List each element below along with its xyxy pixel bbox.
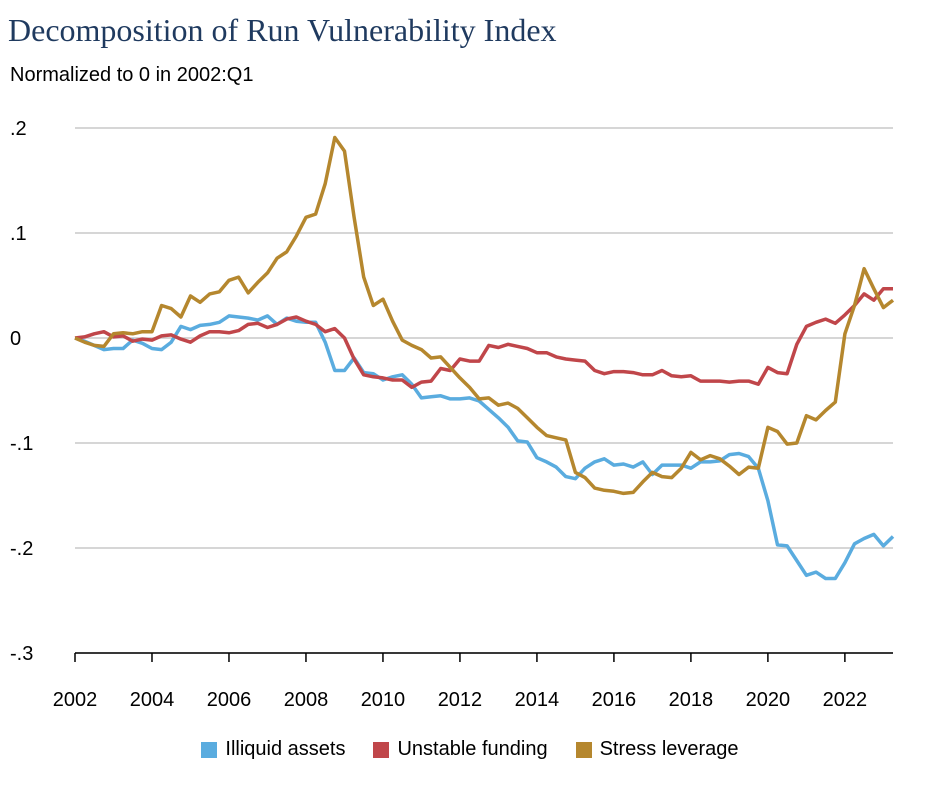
y-tick-label: -.3 — [10, 643, 33, 665]
series-lines — [74, 135, 895, 581]
x-tick-label: 2006 — [207, 689, 252, 711]
y-tick-label: -.2 — [10, 538, 33, 560]
x-tick-label: 2018 — [669, 689, 714, 711]
gridlines — [75, 127, 893, 654]
x-tick-label: 2016 — [592, 689, 637, 711]
legend-swatch — [373, 741, 390, 758]
series-line-stress-leverage — [74, 135, 895, 496]
x-tick-label: 2012 — [438, 689, 483, 711]
legend-swatch — [575, 741, 592, 758]
x-tick-label: 2010 — [361, 689, 406, 711]
series-line-unstable-funding — [74, 286, 893, 390]
chart-subtitle: Normalized to 0 in 2002:Q1 — [10, 64, 254, 86]
x-axis: 2002 2004 2006 2008 2010 2012 2014 2016 2018 2020… — [53, 652, 893, 711]
legend-swatch — [201, 741, 218, 758]
x-tick-label: 2002 — [53, 689, 98, 711]
legend-label: Illiquid assets — [225, 738, 346, 760]
y-axis-ticks: .2 .1 0 -.1 -.2 -.3 — [10, 118, 33, 665]
legend-item-illiquid-assets: Illiquid assets — [201, 738, 345, 761]
x-tick-label: 2020 — [746, 689, 791, 711]
chart-title: Decomposition of Run Vulnerability Index — [8, 12, 557, 48]
y-tick-label: -.1 — [10, 433, 33, 455]
legend: Illiquid assets Unstable funding Stress le… — [0, 738, 940, 761]
y-tick-label: .1 — [10, 223, 27, 245]
y-tick-label: .2 — [10, 118, 27, 140]
legend-item-unstable-funding: Unstable funding — [373, 738, 548, 761]
x-tick-label: 2008 — [284, 689, 329, 711]
x-tick-label: 2022 — [823, 689, 868, 711]
x-tick-label: 2014 — [515, 689, 560, 711]
y-tick-label: 0 — [10, 328, 21, 350]
legend-label: Stress leverage — [599, 738, 739, 760]
legend-item-stress-leverage: Stress leverage — [575, 738, 739, 761]
legend-label: Unstable funding — [397, 738, 548, 760]
x-tick-label: 2004 — [130, 689, 175, 711]
